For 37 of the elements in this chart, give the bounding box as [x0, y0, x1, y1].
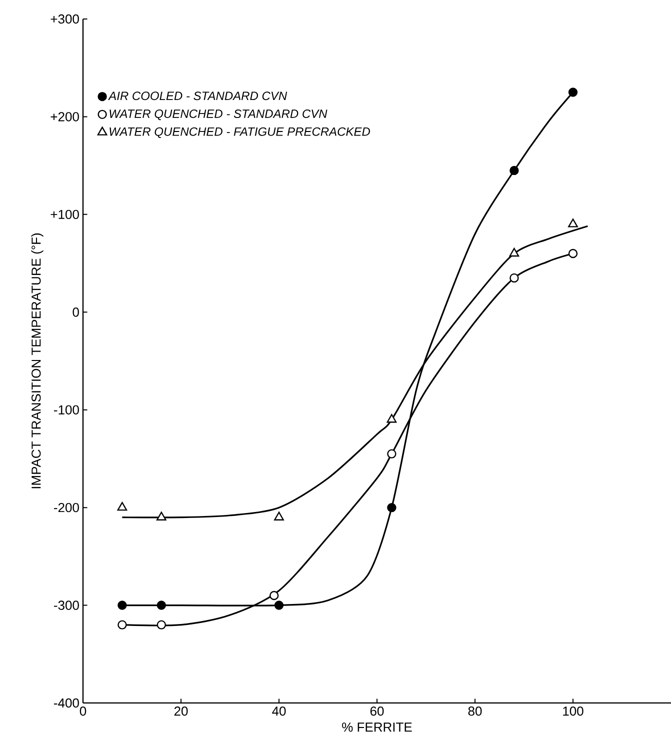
point [156, 512, 166, 520]
point [117, 502, 128, 511]
point [386, 414, 397, 423]
legend-label: WATER QUENCHED - STANDARD CVN [110, 109, 328, 120]
point [510, 273, 519, 283]
point [274, 600, 284, 610]
x-tick-label: 20 [174, 706, 188, 716]
point [387, 449, 396, 458]
x-axis-title: % FERRITE [342, 722, 412, 732]
y-tick-label: 0 [72, 308, 79, 317]
point [274, 512, 284, 520]
point [510, 166, 519, 176]
legend-label: AIR COOLED - STANDARD CVN [108, 92, 288, 100]
point [387, 502, 396, 512]
point [156, 620, 166, 630]
y-tick-label: +300 [50, 14, 79, 24]
point [118, 600, 127, 610]
y-tick-label: +200 [50, 112, 79, 122]
x-tick-label: 100 [563, 706, 584, 716]
y-tick-label: -300 [54, 600, 79, 610]
legend-label: WATER QUENCHED - FATIGUE PRECRACKED [110, 127, 370, 138]
point [118, 620, 127, 630]
point [509, 248, 520, 257]
x-tick-label: 60 [370, 706, 384, 716]
x-tick-label: 0 [80, 706, 86, 716]
point [568, 218, 578, 228]
y-axis-title: IMPACT TRANSITION TEMPERATURE (°F) [31, 233, 44, 488]
point [270, 590, 279, 600]
x-tick-label: 40 [272, 706, 286, 716]
x-tick-label: 80 [468, 706, 482, 716]
y-tick-label: -200 [54, 502, 79, 512]
point [568, 88, 578, 97]
y-tick-label: -100 [54, 405, 79, 414]
point [568, 248, 578, 258]
y-tick-label: -400 [54, 698, 79, 708]
point [156, 600, 166, 610]
y-tick-label: +100 [50, 210, 79, 220]
